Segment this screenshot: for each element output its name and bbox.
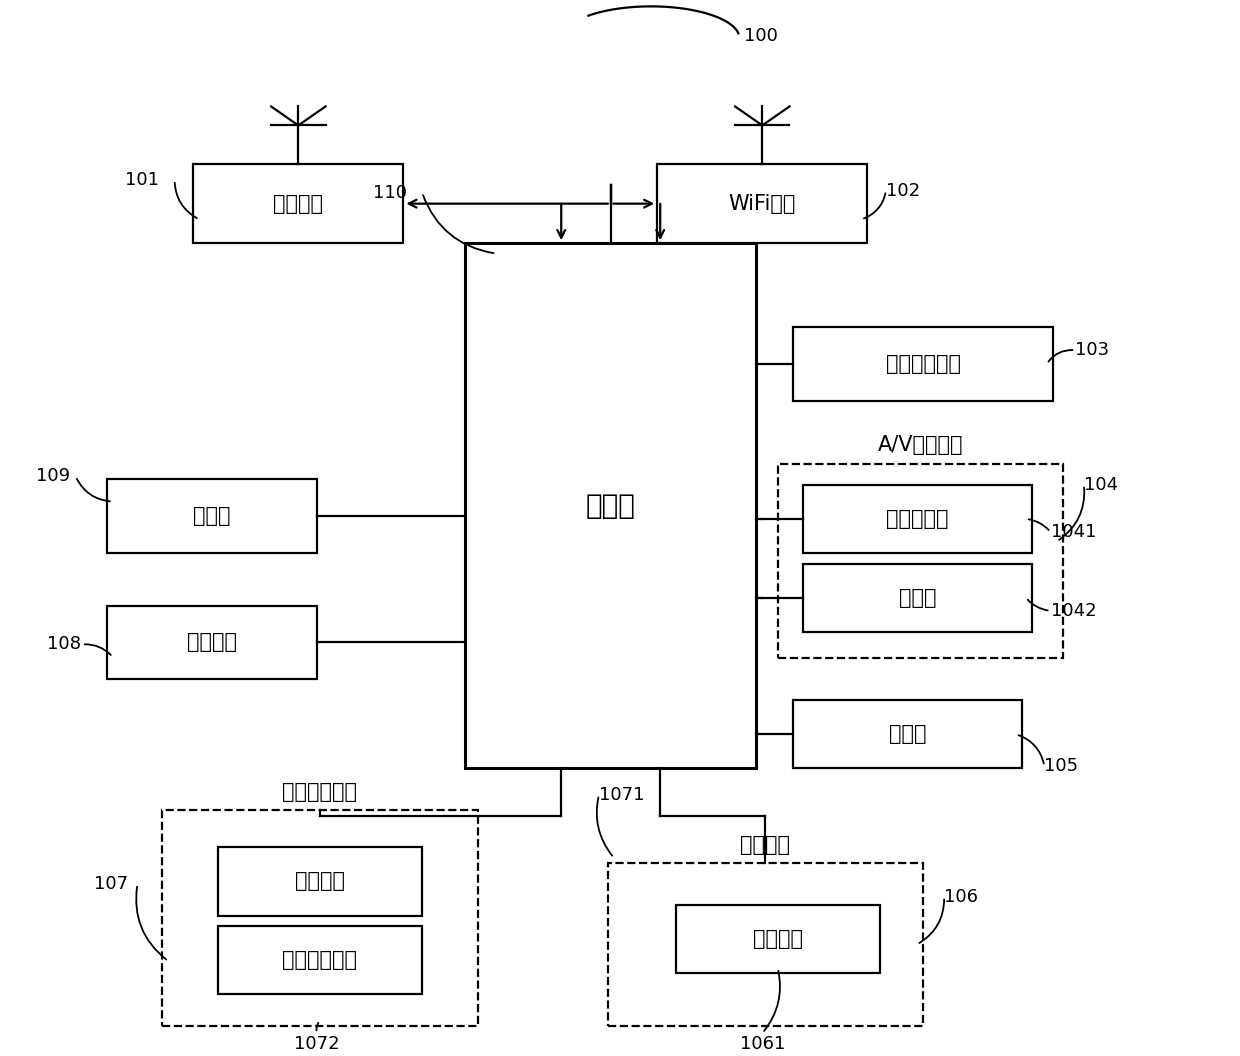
- Bar: [193, 165, 403, 243]
- Bar: [218, 926, 422, 995]
- Bar: [107, 479, 317, 553]
- Bar: [107, 605, 317, 679]
- Text: 102: 102: [887, 182, 920, 200]
- Bar: [218, 847, 422, 916]
- Text: 触控面板: 触控面板: [295, 871, 345, 891]
- Text: 显示面板: 显示面板: [753, 929, 802, 949]
- Text: 1041: 1041: [1050, 523, 1096, 541]
- Text: 射频单元: 射频单元: [273, 193, 324, 213]
- Bar: [794, 327, 1053, 400]
- Bar: [794, 700, 1022, 769]
- Text: 音频输出单元: 音频输出单元: [885, 354, 961, 374]
- Text: 显示单元: 显示单元: [740, 834, 790, 854]
- Bar: [676, 905, 880, 974]
- Text: 1071: 1071: [599, 786, 645, 804]
- Text: A/V输入单元: A/V输入单元: [878, 435, 963, 455]
- Text: 麦克风: 麦克风: [899, 588, 936, 607]
- Text: 108: 108: [47, 636, 81, 654]
- Text: 接口单元: 接口单元: [187, 633, 237, 653]
- Text: 106: 106: [944, 888, 978, 906]
- Text: 1072: 1072: [294, 1035, 340, 1053]
- Text: 图形处理器: 图形处理器: [887, 509, 949, 529]
- Text: 107: 107: [94, 875, 128, 893]
- Bar: [804, 564, 1032, 631]
- Bar: [162, 810, 477, 1025]
- Text: 105: 105: [1044, 757, 1079, 775]
- Text: 103: 103: [1075, 341, 1110, 359]
- Bar: [779, 464, 1063, 658]
- Text: 1042: 1042: [1050, 602, 1096, 620]
- Text: 传感器: 传感器: [889, 724, 926, 744]
- Text: 用户输入单元: 用户输入单元: [283, 782, 357, 803]
- Text: 110: 110: [372, 184, 407, 202]
- Text: 1061: 1061: [739, 1035, 785, 1053]
- Text: WiFi模块: WiFi模块: [729, 193, 796, 213]
- Bar: [657, 165, 868, 243]
- Text: 104: 104: [1084, 475, 1118, 494]
- Bar: [608, 863, 923, 1025]
- Text: 100: 100: [744, 27, 777, 45]
- Bar: [465, 243, 756, 769]
- Text: 109: 109: [36, 468, 71, 486]
- Text: 101: 101: [125, 171, 159, 189]
- Text: 其他输入设备: 其他输入设备: [283, 950, 357, 970]
- Text: 存储器: 存储器: [193, 506, 231, 526]
- Text: 处理器: 处理器: [585, 492, 636, 520]
- Bar: [804, 485, 1032, 553]
